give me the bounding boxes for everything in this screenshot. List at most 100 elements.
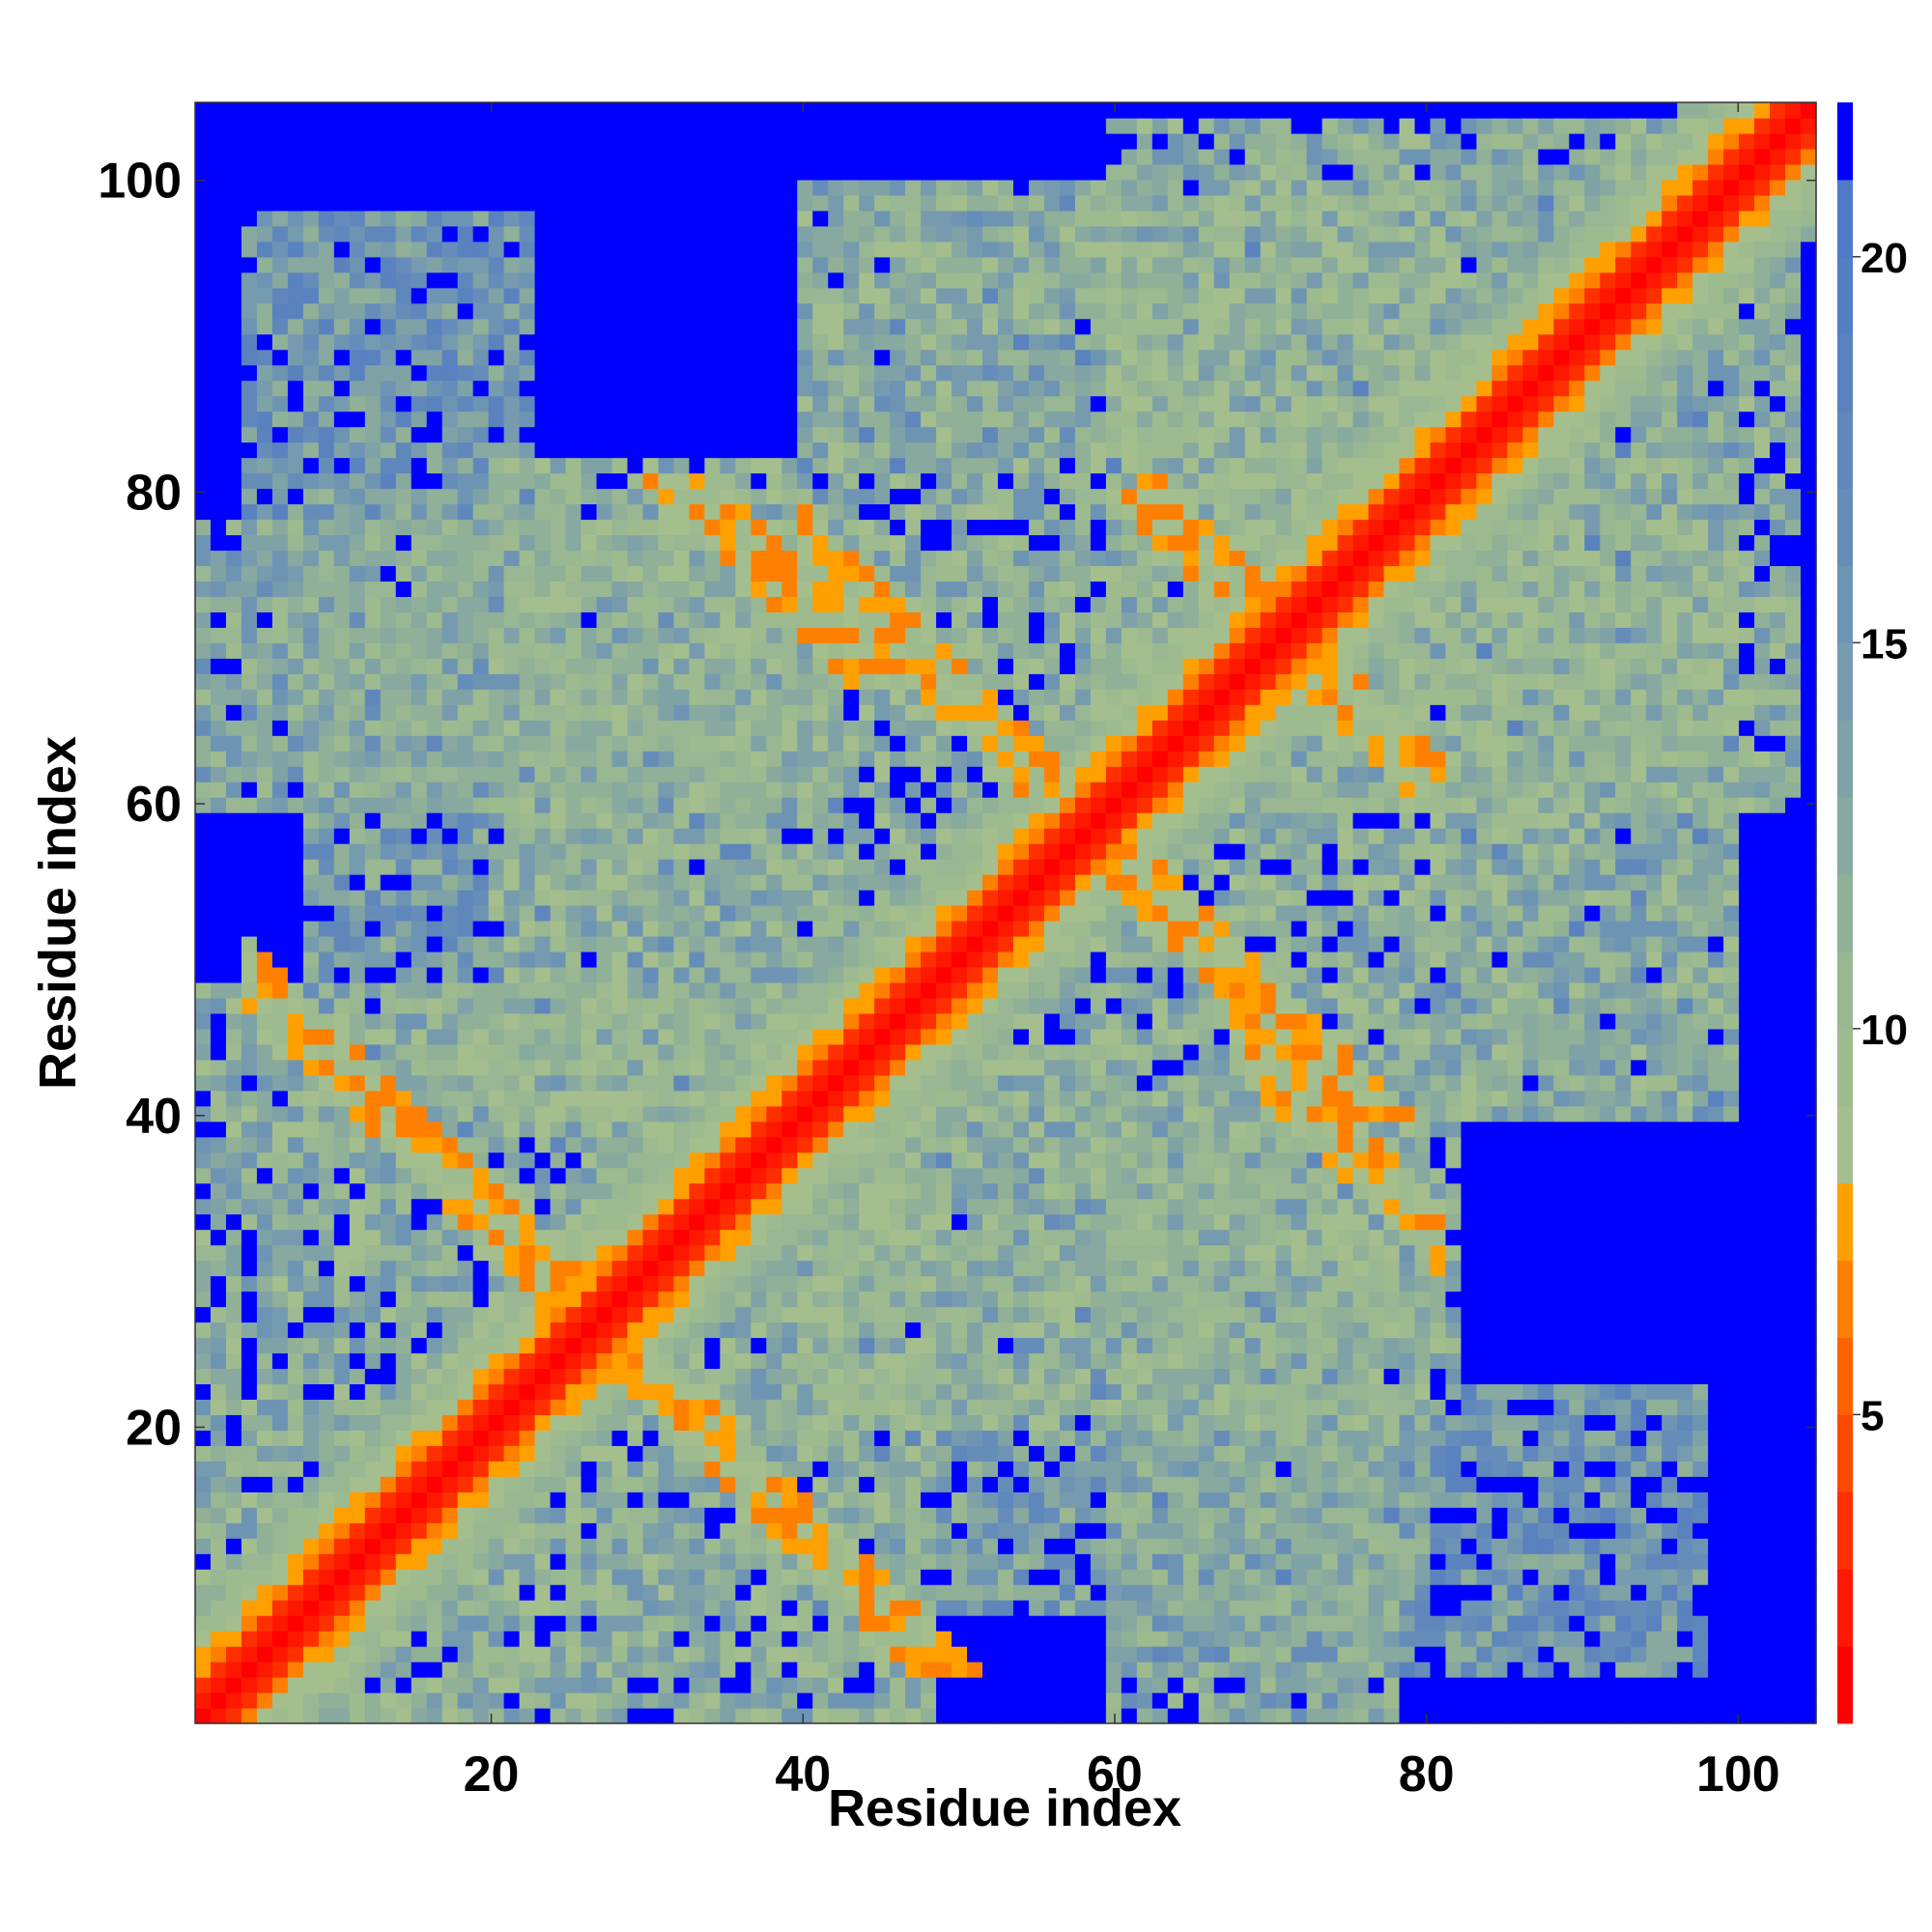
heatmap-cell [271, 859, 289, 875]
heatmap-cell [874, 102, 891, 119]
heatmap-cell [411, 550, 428, 567]
heatmap-cell [797, 766, 813, 782]
heatmap-cell [658, 1306, 675, 1323]
heatmap-cell [812, 1522, 829, 1539]
heatmap-cell [256, 1182, 273, 1200]
heatmap-cell [658, 642, 675, 659]
heatmap-cell [720, 905, 736, 922]
heatmap-cell [287, 1631, 304, 1647]
heatmap-cell [673, 1492, 690, 1508]
heatmap-cell [812, 380, 829, 397]
heatmap-cell [812, 1028, 829, 1045]
heatmap-cell [287, 1692, 304, 1709]
heatmap-cell [797, 1121, 813, 1138]
heatmap-cell [874, 519, 891, 536]
heatmap-cell [441, 812, 459, 829]
heatmap-cell [859, 997, 875, 1014]
heatmap-cell [210, 441, 227, 459]
heatmap-cell [349, 1136, 366, 1153]
heatmap-cell [704, 1198, 721, 1215]
heatmap-cell [256, 1136, 273, 1153]
heatmap-cell [426, 1321, 443, 1339]
heatmap-cell [210, 1368, 227, 1385]
heatmap-cell [225, 1522, 242, 1539]
heatmap-cell [766, 287, 782, 304]
heatmap-cell [581, 673, 598, 690]
heatmap-cell [519, 1337, 536, 1354]
heatmap-cell [658, 1244, 675, 1262]
heatmap-cell [302, 1182, 320, 1200]
heatmap-cell [565, 581, 582, 597]
heatmap-cell [534, 472, 552, 490]
heatmap-cell [210, 828, 227, 844]
heatmap-cell [287, 287, 304, 304]
heatmap-cell [472, 318, 490, 335]
heatmap-cell [859, 1337, 875, 1354]
heatmap-cell [503, 163, 521, 181]
heatmap-cell [704, 550, 721, 567]
heatmap-cell [534, 1198, 552, 1215]
heatmap-cell [905, 395, 922, 412]
heatmap-cell [411, 1522, 428, 1539]
heatmap-cell [611, 581, 629, 597]
heatmap-cell [457, 1028, 474, 1045]
heatmap-cell [859, 1399, 875, 1415]
heatmap-cell [519, 1306, 536, 1323]
heatmap-cell [812, 981, 829, 999]
heatmap-cell [302, 1306, 320, 1323]
heatmap-cell [642, 1090, 660, 1107]
heatmap-cell [874, 148, 891, 165]
heatmap-cell [225, 596, 242, 612]
heatmap-cell [689, 1492, 705, 1508]
heatmap-cell [333, 720, 351, 736]
heatmap-cell [457, 1244, 474, 1262]
heatmap-cell [271, 194, 289, 212]
heatmap-cell [318, 1492, 335, 1508]
heatmap-cell [395, 735, 412, 752]
heatmap-cell [766, 426, 782, 443]
heatmap-cell [225, 1043, 242, 1061]
heatmap-cell [642, 132, 660, 150]
heatmap-cell [673, 1461, 690, 1477]
heatmap-cell [642, 441, 660, 459]
heatmap-cell [890, 1631, 906, 1647]
heatmap-cell [271, 117, 289, 134]
heatmap-cell [488, 1352, 505, 1370]
heatmap-cell [195, 380, 212, 397]
heatmap-cell [411, 1461, 428, 1477]
heatmap-cell [735, 1692, 752, 1709]
heatmap-cell [395, 271, 412, 289]
heatmap-cell [241, 611, 258, 628]
heatmap-cell [905, 1399, 922, 1415]
heatmap-cell [318, 766, 335, 782]
heatmap-cell [241, 1522, 258, 1539]
heatmap-cell [271, 751, 289, 767]
heatmap-cell [874, 951, 891, 968]
heatmap-cell [395, 890, 412, 906]
heatmap-cell [271, 1321, 289, 1339]
heatmap-cell [781, 611, 798, 628]
heatmap-cell [565, 318, 582, 335]
heatmap-cell [797, 1662, 813, 1678]
heatmap-cell [488, 1012, 505, 1030]
heatmap-cell [411, 981, 428, 999]
heatmap-cell [673, 333, 690, 351]
heatmap-cell [581, 1461, 598, 1477]
heatmap-cell [581, 271, 598, 289]
heatmap-cell [457, 751, 474, 767]
heatmap-cell [611, 503, 629, 521]
heatmap-cell [195, 565, 212, 582]
heatmap-cell [766, 1182, 782, 1200]
heatmap-cell [611, 426, 629, 443]
heatmap-cell [380, 1028, 397, 1045]
heatmap-cell [596, 503, 613, 521]
heatmap-cell [302, 395, 320, 412]
heatmap-cell [550, 1368, 567, 1385]
heatmap-cell [673, 426, 690, 443]
heatmap-cell [596, 1244, 613, 1262]
heatmap-cell [333, 658, 351, 674]
heatmap-cell [256, 1213, 273, 1231]
heatmap-cell [890, 271, 906, 289]
heatmap-cell [781, 981, 798, 999]
heatmap-cell [534, 1074, 552, 1092]
